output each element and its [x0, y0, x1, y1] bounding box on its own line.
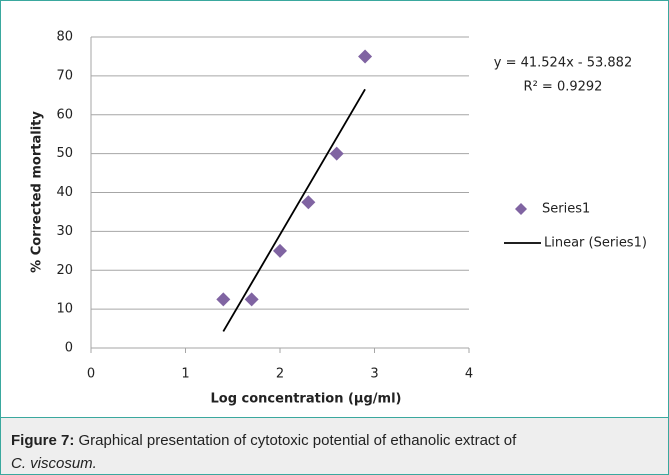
legend-label: Linear (Series1)	[544, 236, 647, 251]
y-axis-title: % Corrected mortality	[30, 111, 45, 273]
x-tick-label: 0	[87, 367, 95, 382]
legend-label: Series1	[542, 202, 590, 217]
data-point	[329, 146, 344, 161]
r-squared: R² = 0.9292	[524, 80, 603, 95]
data-point	[244, 292, 259, 307]
legend-marker	[515, 203, 527, 215]
y-tick-label: 80	[56, 30, 73, 45]
equation: y = 41.524x - 53.882	[494, 56, 632, 71]
x-axis-title: Log concentration (µg/ml)	[210, 392, 401, 407]
y-tick-label: 30	[56, 224, 73, 239]
y-tick-label: 10	[56, 302, 73, 317]
data-point	[358, 49, 373, 64]
trendline	[222, 88, 366, 332]
x-tick-label: 2	[276, 367, 284, 382]
caption-species: C. viscosum.	[11, 455, 97, 472]
y-tick-label: 70	[56, 68, 73, 83]
data-point	[216, 292, 231, 307]
caption-label: Figure 7:	[11, 432, 75, 449]
y-tick-label: 40	[56, 185, 73, 200]
chart: Log concentration (µg/ml) % Corrected mo…	[30, 30, 647, 407]
x-tick-label: 4	[465, 367, 473, 382]
y-tick-label: 0	[65, 341, 73, 356]
caption: Figure 7: Graphical presentation of cyto…	[1, 417, 668, 474]
data-point	[301, 195, 316, 210]
caption-text: Graphical presentation of cytotoxic pote…	[78, 432, 517, 449]
data-point	[273, 243, 287, 258]
x-tick-label: 3	[370, 367, 378, 382]
y-tick-label: 60	[56, 107, 73, 122]
y-tick-label: 50	[56, 146, 73, 161]
x-tick-label: 1	[181, 367, 189, 382]
y-tick-label: 20	[56, 263, 73, 278]
